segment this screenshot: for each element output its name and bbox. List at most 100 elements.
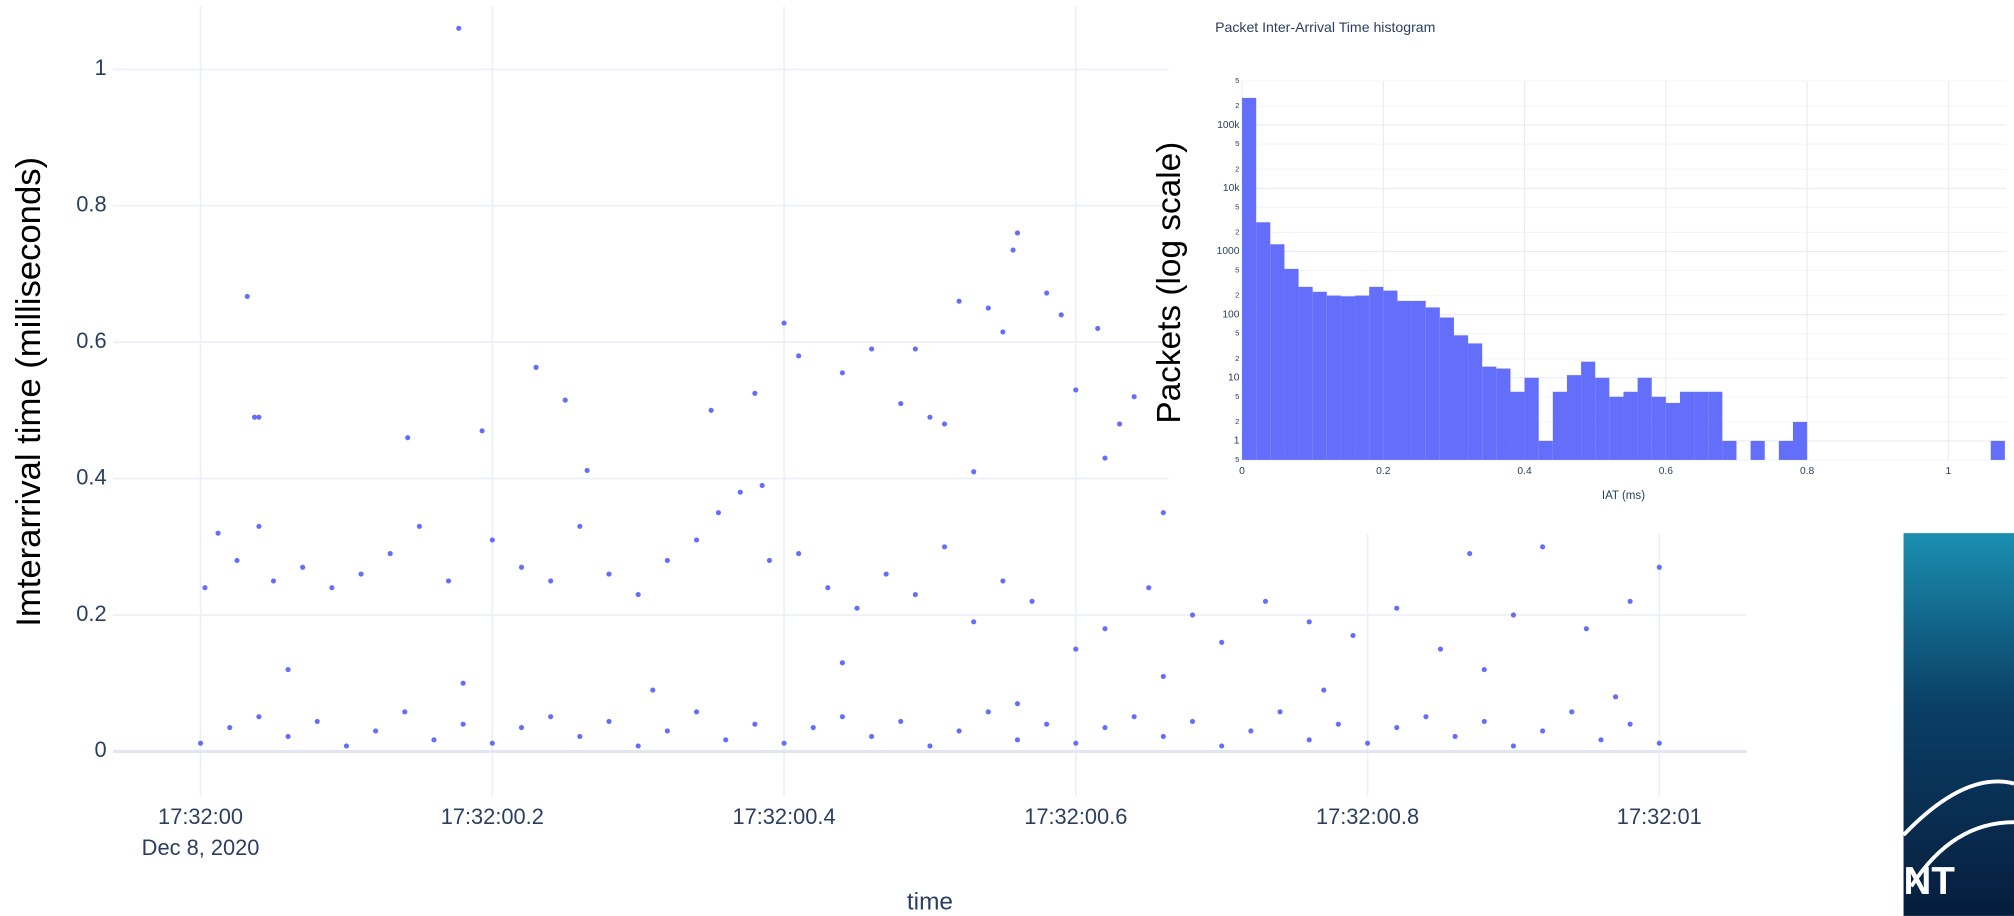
histogram-bar [1751,441,1765,460]
scatter-point [942,544,947,549]
histogram-bar [1539,441,1553,460]
scatter-point [986,305,991,310]
scatter-point [577,524,582,529]
scatter-point [1095,326,1100,331]
y-tick-label: 5 [1235,392,1239,401]
y-tick-label: 2 [1235,101,1239,110]
histogram-bar [1553,392,1567,460]
histogram-bar [1510,392,1524,460]
scatter-point [1044,722,1049,727]
histogram-bar [1779,441,1793,460]
scatter-point [431,737,436,742]
scatter-point [927,743,932,748]
scatter-point [942,421,947,426]
scatter-point [1015,701,1020,706]
scatter-point [456,26,461,31]
scatter-point [927,415,932,420]
histogram-bar [1454,335,1468,460]
scatter-point [446,578,451,583]
scatter-point [585,468,590,473]
histogram-bar [1623,392,1637,460]
scatter-point [1161,674,1166,679]
scatter-point [606,571,611,576]
scatter-point [1365,741,1370,746]
histogram-bar [1355,296,1369,460]
scatter-point [373,728,378,733]
x-tick-label: 0.2 [1376,466,1391,477]
histogram-bar [1341,296,1355,460]
histogram-bar [1680,392,1694,460]
scatter-point [1161,734,1166,739]
histogram-bar [1412,301,1426,460]
y-tick-label: 100k [1217,120,1240,131]
histogram-bar [1496,369,1510,460]
scatter-point [344,743,349,748]
scatter-point [405,435,410,440]
scatter-point [300,565,305,570]
scatter-point [519,725,524,730]
histogram-bar [1327,296,1341,460]
y-tick-label: 100 [1222,309,1239,320]
scatter-point [1117,421,1122,426]
scatter-point [1073,387,1078,392]
scatter-point [388,551,393,556]
scatter-point [898,719,903,724]
scatter-point [1540,544,1545,549]
histogram-bar [1991,441,2005,460]
scatter-point [1423,714,1428,719]
scatter-point [898,401,903,406]
scatter-point [1102,626,1107,631]
logo: NT [1904,533,2014,916]
scatter-point [869,734,874,739]
scatter-point [913,346,918,351]
scatter-point [781,320,786,325]
scatter-point [1219,743,1224,748]
scatter-point [752,722,757,727]
scatter-point [1482,667,1487,672]
scatter-point [1657,741,1662,746]
histogram-bar [1722,441,1736,460]
histogram-bar [1694,392,1708,460]
logo-image [1904,533,2014,916]
scatter-point [1350,633,1355,638]
scatter-point [256,714,261,719]
scatter-point [1540,728,1545,733]
scatter-point [1073,741,1078,746]
scatter-point [271,578,276,583]
scatter-point [694,537,699,542]
scatter-point [1307,619,1312,624]
scatter-point [854,606,859,611]
scatter-point [1307,737,1312,742]
scatter-point [202,585,207,590]
scatter-point [315,719,320,724]
scatter-point [286,667,291,672]
x-tick-label: 17:32:00.2 [441,804,544,829]
scatter-point [1102,725,1107,730]
scatter-point [402,709,407,714]
scatter-point [490,537,495,542]
scatter-point [245,294,250,299]
scatter-point [1584,626,1589,631]
scatter-point [1073,647,1078,652]
scatter-point [1613,694,1618,699]
scatter-point [1029,599,1034,604]
histogram-bar [1313,292,1327,460]
y-tick-label: 2 [1235,417,1239,426]
histogram-bar [1397,301,1411,460]
scatter-point [723,737,728,742]
scatter-point [636,592,641,597]
scatter-point [329,585,334,590]
scatter-point [869,346,874,351]
y-tick-label: 5 [1235,139,1239,148]
x-tick-label: 17:32:00.4 [732,804,835,829]
scatter-point [1000,578,1005,583]
histogram-bar [1426,307,1440,460]
histogram-bar [1468,343,1482,460]
histogram-bar [1482,367,1496,460]
histogram-bar [1299,287,1313,460]
y-tick-label: 5 [1235,329,1239,338]
scatter-point [1277,709,1282,714]
x-tick-label: 17:32:01 [1617,804,1702,829]
scatter-point [986,709,991,714]
scatter-point [1482,719,1487,724]
